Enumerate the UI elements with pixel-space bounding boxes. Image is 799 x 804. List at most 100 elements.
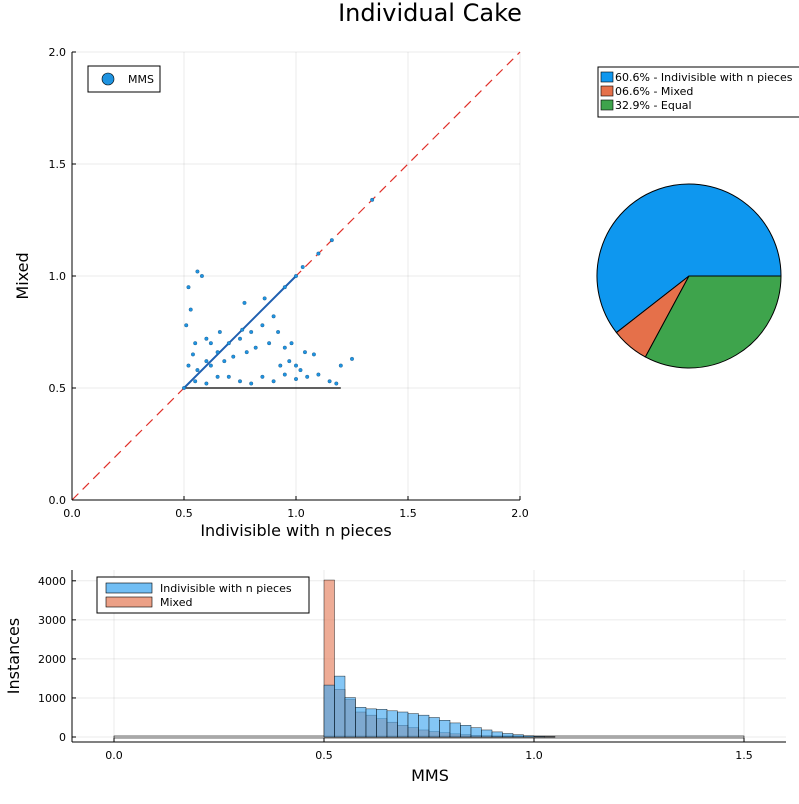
histogram-bar	[513, 735, 524, 737]
histogram-y-axis-label: Instances	[4, 618, 23, 694]
histogram-bar	[345, 698, 356, 737]
histogram-y-tick-label: 2000	[38, 653, 66, 666]
scatter-point	[283, 346, 287, 350]
scatter-point	[227, 375, 231, 379]
scatter-point	[209, 364, 213, 368]
scatter-y-tick-label: 0.5	[49, 382, 67, 395]
histogram-bar	[450, 723, 461, 737]
scatter-point	[223, 359, 227, 363]
pie-legend-label: 32.9% - Equal	[615, 99, 692, 112]
scatter-points	[182, 198, 374, 390]
scatter-point	[245, 350, 249, 354]
scatter-point	[339, 364, 343, 368]
scatter-point	[205, 359, 209, 363]
scatter-x-axis-label: Indivisible with n pieces	[200, 521, 391, 540]
scatter-point	[216, 375, 220, 379]
histogram-legend-swatch	[106, 583, 152, 593]
scatter-x-tick-label: 2.0	[511, 507, 529, 520]
histogram-bar	[366, 709, 377, 737]
scatter-point	[294, 274, 298, 278]
scatter-point	[227, 341, 231, 345]
scatter-legend-label: MMS	[128, 73, 154, 86]
histogram-x-tick-label: 0.0	[105, 749, 123, 762]
scatter-point	[287, 359, 291, 363]
histogram-bar	[377, 709, 388, 737]
histogram-legend-swatch	[106, 597, 152, 607]
histogram-bar	[461, 725, 472, 737]
histogram-bar	[503, 733, 514, 737]
scatter-point	[335, 382, 339, 386]
scatter-point	[370, 198, 374, 202]
scatter-point	[263, 297, 267, 301]
scatter-point	[238, 379, 242, 383]
scatter-y-tick-label: 0.0	[49, 494, 67, 507]
scatter-point	[184, 323, 188, 327]
scatter-point	[200, 274, 204, 278]
scatter-y-tick-label: 1.0	[49, 270, 67, 283]
scatter-point	[317, 373, 321, 377]
histogram-bar	[440, 720, 451, 737]
pie-legend-swatch	[601, 72, 613, 82]
scatter-x-tick-label: 1.5	[399, 507, 417, 520]
histogram-bar	[324, 685, 335, 737]
scatter-point	[209, 341, 213, 345]
figure-title: Individual Cake	[338, 0, 522, 27]
histogram-bar	[429, 717, 440, 737]
histogram-bar	[398, 712, 409, 737]
pie-legend-label: 60.6% - Indivisible with n pieces	[615, 71, 793, 84]
scatter-point	[303, 350, 307, 354]
scatter-point	[330, 238, 334, 242]
histogram-x-axis-label: MMS	[411, 766, 449, 785]
scatter-x-tick-label: 1.0	[287, 507, 305, 520]
scatter-legend: MMS	[88, 66, 160, 92]
scatter-point	[193, 341, 197, 345]
scatter-point	[294, 364, 298, 368]
scatter-point	[238, 337, 242, 341]
scatter-point	[187, 285, 191, 289]
scatter-y-tick-label: 1.5	[49, 158, 67, 171]
scatter-point	[272, 315, 276, 319]
scatter-point	[205, 382, 209, 386]
pie-legend-swatch	[601, 86, 613, 96]
scatter-point	[189, 308, 193, 312]
scatter-legend-marker	[102, 73, 114, 85]
histogram-bar	[471, 728, 482, 737]
scatter-point	[276, 330, 280, 334]
scatter-x-tick-label: 0.0	[63, 507, 81, 520]
histogram-bar	[482, 730, 493, 737]
scatter-point	[294, 377, 298, 381]
scatter-point	[193, 379, 197, 383]
histogram-bar	[356, 707, 367, 737]
histogram-bar	[419, 715, 430, 737]
scatter-point	[267, 341, 271, 345]
scatter-point	[283, 373, 287, 377]
scatter-point	[191, 353, 195, 357]
scatter-point	[283, 285, 287, 289]
scatter-point	[196, 270, 200, 274]
scatter-point	[261, 323, 265, 327]
histogram-bar	[524, 736, 535, 737]
histogram-y-tick-label: 1000	[38, 692, 66, 705]
scatter-point	[299, 368, 303, 372]
histogram-y-tick-label: 4000	[38, 575, 66, 588]
pie-legend-swatch	[601, 100, 613, 110]
scatter-point	[249, 330, 253, 334]
scatter-point	[243, 301, 247, 305]
histogram-bar	[387, 711, 398, 737]
histogram-y-tick-label: 0	[59, 731, 66, 744]
scatter-point	[249, 382, 253, 386]
scatter-point	[261, 375, 265, 379]
histogram-bar	[492, 732, 503, 737]
histogram-legend-label: Mixed	[160, 596, 192, 609]
scatter-point	[290, 341, 294, 345]
scatter-y-tick-label: 2.0	[49, 46, 67, 59]
scatter-point	[317, 252, 321, 256]
scatter-point	[196, 368, 200, 372]
scatter-point	[254, 346, 258, 350]
